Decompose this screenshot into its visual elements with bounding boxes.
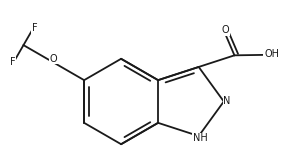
Text: NH: NH [193,133,208,144]
Text: O: O [50,54,58,64]
Text: F: F [10,57,15,67]
Text: N: N [223,96,231,106]
Text: F: F [32,23,37,33]
Text: O: O [221,25,229,35]
Text: OH: OH [264,49,279,59]
